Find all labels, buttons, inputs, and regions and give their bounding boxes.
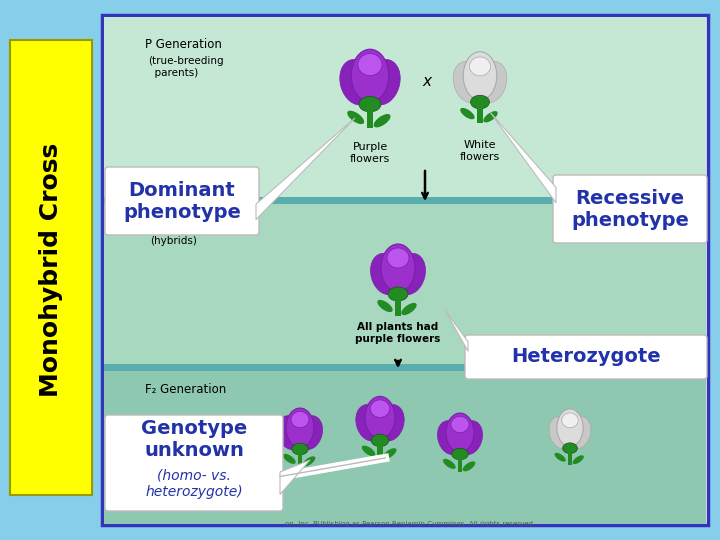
Ellipse shape: [401, 303, 417, 315]
FancyBboxPatch shape: [105, 415, 283, 511]
Ellipse shape: [377, 404, 404, 441]
Text: Genotype
unknown: Genotype unknown: [141, 420, 247, 461]
Ellipse shape: [460, 108, 474, 119]
Ellipse shape: [457, 421, 482, 455]
Ellipse shape: [371, 253, 402, 295]
Polygon shape: [445, 310, 468, 352]
Ellipse shape: [438, 421, 463, 455]
Ellipse shape: [374, 114, 390, 127]
Text: Recessive
phenotype: Recessive phenotype: [571, 188, 689, 230]
Ellipse shape: [443, 459, 456, 469]
Ellipse shape: [483, 111, 498, 123]
Text: on, Inc. PUblishing as Pearson Benjamin Cummings. All rights reserved.: on, Inc. PUblishing as Pearson Benjamin …: [285, 521, 535, 527]
Polygon shape: [256, 118, 355, 220]
Ellipse shape: [567, 416, 591, 449]
Text: F₁ Generation: F₁ Generation: [145, 218, 226, 231]
Ellipse shape: [463, 52, 497, 100]
Text: (hybrids): (hybrids): [150, 236, 197, 246]
Ellipse shape: [395, 253, 426, 295]
FancyBboxPatch shape: [105, 167, 259, 235]
Bar: [102, 15, 708, 525]
Ellipse shape: [381, 244, 415, 292]
Ellipse shape: [452, 448, 468, 460]
Bar: [104, 204, 706, 364]
Text: (homo- vs.
heterozygote): (homo- vs. heterozygote): [145, 469, 243, 499]
Ellipse shape: [454, 62, 484, 103]
Ellipse shape: [451, 416, 469, 433]
Ellipse shape: [388, 287, 408, 301]
Text: (true-breeding
  parents): (true-breeding parents): [148, 56, 224, 78]
Bar: [377, 446, 382, 460]
Polygon shape: [490, 112, 556, 203]
Ellipse shape: [351, 49, 389, 102]
Ellipse shape: [383, 448, 397, 459]
Bar: [366, 111, 373, 129]
Ellipse shape: [572, 455, 584, 464]
Ellipse shape: [291, 411, 309, 428]
Text: F₂ Generation: F₂ Generation: [145, 383, 226, 396]
Bar: [104, 364, 706, 371]
Polygon shape: [280, 460, 310, 495]
Ellipse shape: [554, 453, 566, 462]
Ellipse shape: [557, 409, 583, 447]
Ellipse shape: [562, 413, 578, 428]
Ellipse shape: [340, 59, 374, 105]
Ellipse shape: [292, 443, 308, 455]
Ellipse shape: [286, 408, 314, 448]
Ellipse shape: [377, 300, 392, 312]
Bar: [104, 17, 706, 197]
Ellipse shape: [277, 416, 303, 450]
Text: x: x: [423, 75, 431, 90]
Ellipse shape: [347, 111, 364, 124]
Ellipse shape: [365, 396, 395, 438]
Bar: [104, 371, 706, 524]
Ellipse shape: [469, 57, 490, 76]
Bar: [104, 197, 706, 204]
FancyBboxPatch shape: [553, 175, 707, 243]
Ellipse shape: [549, 416, 573, 449]
Ellipse shape: [366, 59, 400, 105]
Text: Purple
flowers: Purple flowers: [350, 142, 390, 164]
Text: White
flowers: White flowers: [460, 140, 500, 161]
Text: Monohybrid Cross: Monohybrid Cross: [39, 143, 63, 397]
Ellipse shape: [297, 416, 323, 450]
Ellipse shape: [471, 95, 490, 109]
Text: P Generation: P Generation: [145, 38, 222, 51]
FancyBboxPatch shape: [10, 40, 92, 495]
Bar: [457, 459, 462, 472]
Ellipse shape: [387, 248, 409, 268]
Ellipse shape: [463, 461, 475, 471]
Ellipse shape: [283, 454, 296, 464]
Ellipse shape: [562, 443, 577, 454]
Bar: [395, 300, 401, 316]
Ellipse shape: [358, 53, 382, 76]
FancyBboxPatch shape: [465, 335, 707, 379]
Bar: [567, 453, 572, 464]
Bar: [297, 454, 302, 467]
Ellipse shape: [446, 413, 474, 453]
Text: Dominant
phenotype: Dominant phenotype: [123, 180, 241, 221]
Bar: [477, 109, 483, 123]
Ellipse shape: [356, 404, 383, 441]
Ellipse shape: [370, 400, 390, 417]
Ellipse shape: [372, 434, 389, 447]
Ellipse shape: [361, 446, 375, 456]
Ellipse shape: [477, 62, 507, 103]
Ellipse shape: [359, 97, 381, 112]
Ellipse shape: [302, 456, 315, 467]
Text: Heterozygote: Heterozygote: [511, 348, 661, 367]
Text: All plants had
purple flowers: All plants had purple flowers: [355, 322, 441, 343]
